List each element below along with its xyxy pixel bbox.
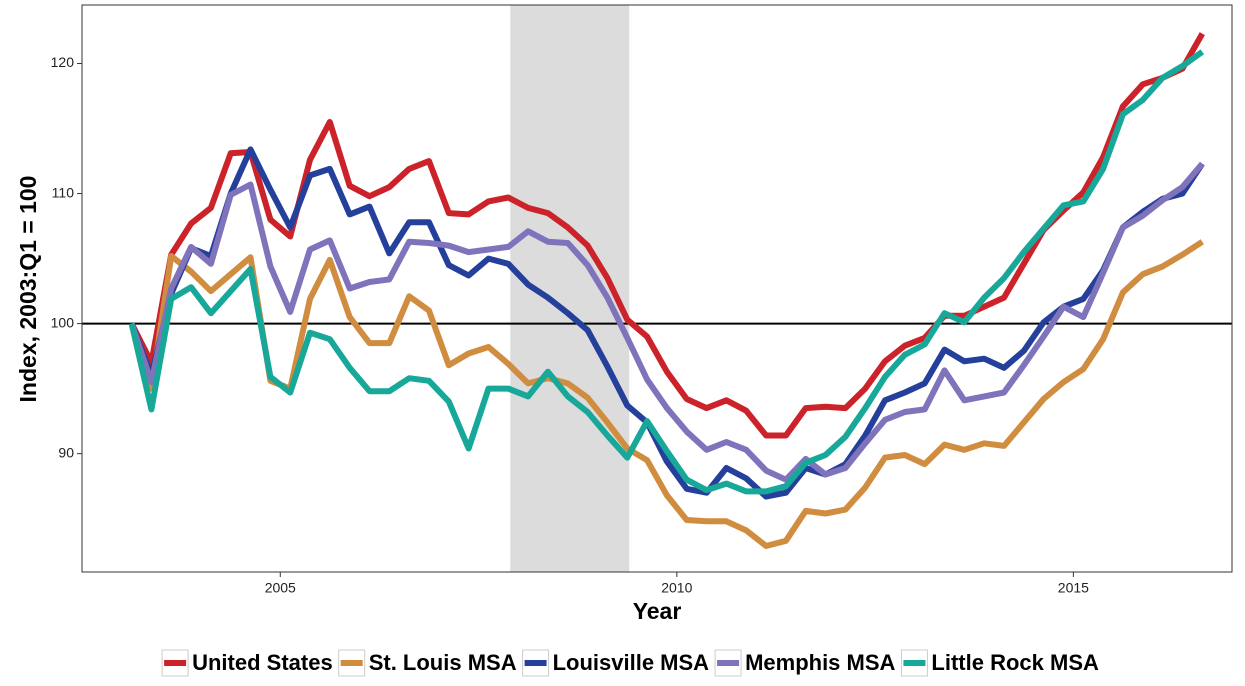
x-tick-label: 2015 [1058,580,1089,596]
x-axis-title: Year [633,598,682,624]
series-line [128,32,1205,439]
y-tick-label: 120 [51,54,75,70]
legend-label: Louisville MSA [553,650,710,675]
legend-label: Memphis MSA [745,650,895,675]
x-tick-label: 2010 [661,580,692,596]
y-axis-title: Index, 2003:Q1 = 100 [15,176,41,403]
legend-label: United States [192,650,333,675]
y-tick-label: 90 [58,444,74,460]
legend-label: St. Louis MSA [369,650,517,675]
series-line [128,161,1205,483]
series-line [128,239,1204,549]
y-tick-label: 110 [52,184,75,200]
legend-label: Little Rock MSA [931,650,1099,675]
x-tick-label: 2005 [265,580,296,596]
series-line [128,146,1205,500]
legend: United States St. Louis MSA Louisville MSA… [161,649,1099,677]
plot-border [81,4,1233,573]
series-line [128,49,1205,495]
y-tick-label: 100 [51,314,75,330]
